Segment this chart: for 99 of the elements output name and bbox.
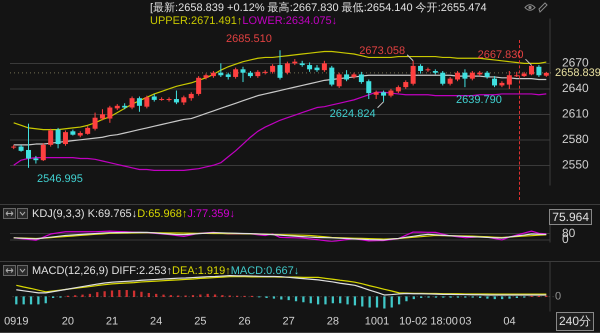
candlestick bbox=[492, 76, 498, 88]
x-tick-label: 03 bbox=[459, 315, 472, 328]
bar bbox=[148, 292, 150, 297]
candlestick bbox=[307, 62, 312, 72]
candlestick bbox=[181, 95, 186, 106]
bar bbox=[104, 291, 106, 297]
candlestick bbox=[107, 105, 112, 124]
candlestick bbox=[270, 64, 276, 74]
candlestick bbox=[506, 70, 512, 90]
candlestick bbox=[284, 61, 290, 75]
y-tick-label: 2610 bbox=[562, 106, 590, 121]
series-label: DEA:1.919↑ bbox=[172, 265, 231, 277]
candlestick bbox=[529, 64, 534, 76]
bar bbox=[288, 296, 290, 300]
candlestick bbox=[62, 130, 68, 146]
bar bbox=[118, 290, 120, 297]
candlestick bbox=[144, 95, 150, 109]
bar bbox=[501, 296, 504, 300]
bar bbox=[310, 296, 312, 304]
x-tick-label: 0919 bbox=[4, 315, 29, 328]
candlestick bbox=[174, 90, 179, 105]
candlestick bbox=[130, 96, 135, 110]
x-tick-label: 25 bbox=[194, 315, 206, 328]
candlestick bbox=[440, 70, 446, 86]
candlestick bbox=[381, 90, 386, 102]
candlestick bbox=[218, 62, 224, 78]
text: 240分 bbox=[556, 312, 594, 331]
annotation: 2639.790 bbox=[456, 94, 502, 107]
annotation: 2673.058 bbox=[359, 44, 406, 57]
candlestick bbox=[470, 70, 475, 81]
candlestick bbox=[56, 127, 61, 149]
candlestick bbox=[26, 123, 31, 168]
candlestick bbox=[358, 71, 364, 84]
bar bbox=[280, 296, 282, 300]
candlestick bbox=[48, 128, 54, 148]
x-tick-label: 28 bbox=[326, 315, 339, 328]
candlestick bbox=[196, 76, 202, 96]
candlestick bbox=[418, 64, 424, 74]
series-label: MACD:0.667↓ bbox=[230, 265, 300, 277]
bar bbox=[155, 294, 158, 297]
text: LOWER:2634.075↓ bbox=[242, 15, 338, 27]
bar bbox=[44, 296, 47, 304]
bar bbox=[206, 294, 209, 297]
candlestick bbox=[455, 70, 460, 82]
bar bbox=[339, 296, 342, 304]
bar bbox=[126, 290, 128, 297]
bar bbox=[140, 292, 143, 297]
ref-line-label: 2658.839 bbox=[555, 66, 600, 79]
bar bbox=[199, 294, 202, 297]
bar bbox=[22, 296, 25, 304]
x-tick-label: 20 bbox=[62, 315, 74, 328]
annotation: 2685.510 bbox=[226, 33, 272, 46]
series-label: D:65.968↑ bbox=[137, 208, 188, 220]
candlestick bbox=[278, 50, 282, 80]
bar bbox=[368, 296, 371, 308]
candlestick bbox=[336, 72, 342, 88]
chart-title: MACD(12,26,9) bbox=[32, 265, 110, 277]
bar bbox=[132, 290, 136, 297]
candlestick bbox=[344, 70, 350, 82]
bar bbox=[302, 296, 305, 302]
annotation: 2624.824 bbox=[330, 108, 376, 120]
series-label: DIFF:2.253↑ bbox=[111, 265, 172, 277]
series-label: J:77.359↓ bbox=[187, 208, 236, 220]
bar bbox=[494, 296, 496, 300]
bar bbox=[390, 296, 393, 308]
candlestick bbox=[329, 65, 334, 87]
bar bbox=[383, 296, 386, 309]
bar bbox=[15, 296, 18, 304]
y-tick-label: 2550 bbox=[562, 158, 590, 172]
text: 75.964 bbox=[549, 209, 592, 225]
bar bbox=[332, 296, 334, 304]
x-tick-label: 27 bbox=[282, 315, 295, 328]
annotation: 2667.830 bbox=[478, 49, 524, 62]
annotation: 2546.995 bbox=[37, 173, 83, 186]
bar bbox=[361, 296, 364, 306]
x-tick-label: 10-02 18:00 bbox=[399, 315, 458, 328]
x-tick-label: 24 bbox=[150, 315, 162, 328]
candlestick bbox=[366, 78, 372, 100]
chart-title: KDJ(9,3,3) bbox=[32, 208, 86, 220]
candlestick bbox=[410, 60, 416, 86]
candlestick bbox=[40, 142, 46, 162]
candlestick bbox=[92, 112, 98, 131]
y-tick-label: 2640 bbox=[562, 81, 590, 96]
bar bbox=[96, 292, 98, 297]
bar bbox=[412, 296, 415, 300]
x-tick-label: 21 bbox=[106, 315, 118, 328]
x-tick-label: 26 bbox=[238, 315, 251, 328]
candlestick bbox=[100, 108, 105, 121]
series-label: K:69.765↓ bbox=[88, 208, 138, 220]
candlestick bbox=[136, 96, 142, 112]
x-tick-label: 1001 bbox=[364, 315, 390, 328]
candlestick bbox=[322, 60, 327, 72]
candlestick bbox=[536, 64, 542, 78]
candlestick bbox=[233, 67, 238, 80]
candlestick bbox=[462, 68, 468, 88]
y-tick-label: 2580 bbox=[562, 132, 590, 146]
chart-subtitle: [最新:2658.839 +0.12% 最高:2667.830 最低:2654.140 今开:2655.474 bbox=[150, 2, 487, 15]
text: UPPER:2671.491↑ bbox=[150, 15, 242, 27]
x-tick-label: 04 bbox=[503, 315, 516, 328]
